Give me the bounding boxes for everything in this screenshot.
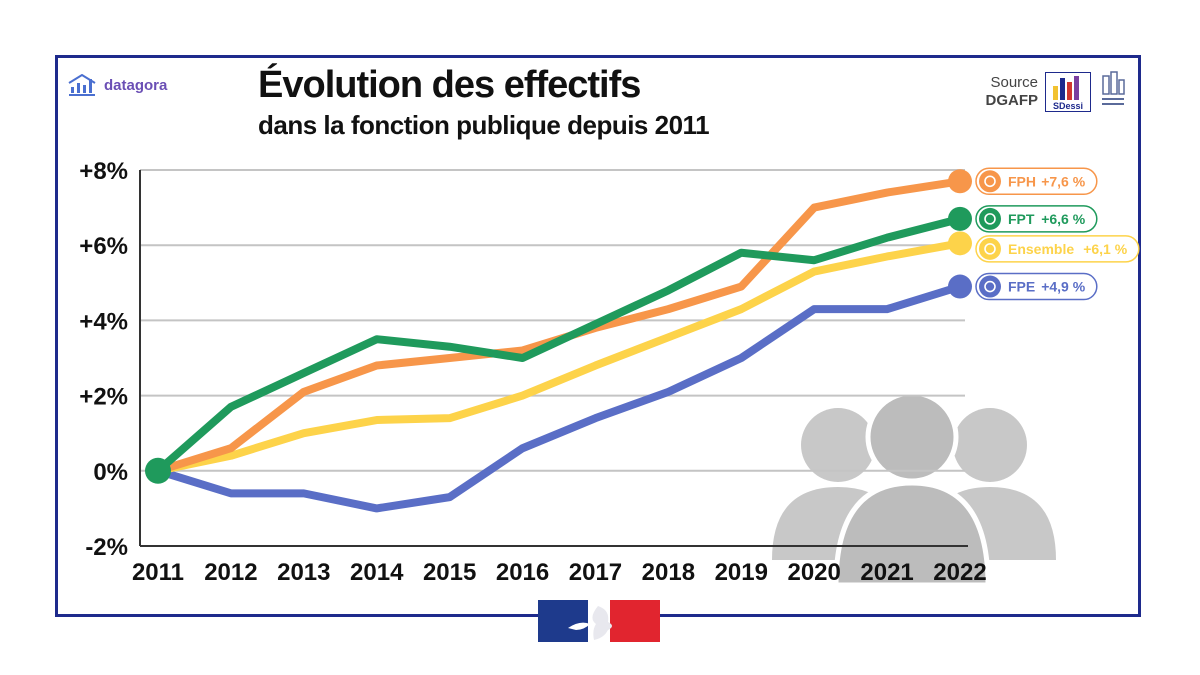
end-label-name: Ensemble	[1008, 241, 1074, 257]
institution-icon	[979, 275, 1001, 298]
sdessi-logo-text: SDessi	[1053, 101, 1083, 111]
france-map-icon-glyph	[984, 213, 996, 225]
bar-chart-icon	[68, 74, 96, 96]
end-label-value: +6,6 %	[1041, 211, 1086, 227]
people-icon	[772, 390, 1056, 588]
x-tick-label: 2020	[787, 559, 840, 586]
x-tick-label: 2012	[204, 559, 257, 586]
end-label-value: +7,6 %	[1041, 173, 1086, 189]
marianne-logo	[538, 600, 660, 642]
x-tick-label: 2014	[350, 559, 404, 586]
caduceus-icon-glyph	[984, 175, 996, 188]
origin-point	[145, 457, 171, 484]
x-tick-label: 2019	[715, 559, 768, 586]
caduceus-icon	[979, 170, 1001, 193]
y-tick-label: -2%	[85, 534, 128, 561]
x-tick-label: 2011	[132, 559, 184, 586]
series-end-point-fph	[948, 169, 972, 194]
briefcase-icon	[979, 237, 1001, 260]
end-label-value: +6,1 %	[1083, 241, 1128, 257]
end-label-name: FPH	[1008, 173, 1036, 189]
brand-name: datagora	[104, 76, 168, 94]
y-tick-label: +8%	[79, 158, 128, 185]
france-map-icon	[979, 207, 1001, 230]
page-subtitle: dans la fonction publique depuis 2011	[258, 110, 710, 140]
sdessi-logo: SDessi	[1045, 72, 1091, 112]
brand: datagora	[68, 74, 167, 96]
end-label-pill	[975, 167, 1098, 196]
source-label: Source	[990, 74, 1038, 91]
x-tick-label: 2013	[277, 559, 330, 586]
y-tick-label: +6%	[79, 233, 128, 260]
end-label-fpt: FPT +6,6 %	[975, 205, 1098, 233]
series-line-fpe	[154, 282, 964, 513]
series-end-point-fpt	[948, 206, 972, 231]
end-label-name: FPE	[1008, 279, 1035, 295]
series-end-point-fpe	[948, 274, 972, 299]
series-line-fpt	[154, 214, 964, 475]
y-tick-label: 0%	[93, 459, 128, 486]
page-title: Évolution des effectifs	[258, 64, 641, 106]
x-tick-label: 2016	[496, 559, 549, 586]
end-label-pill	[975, 205, 1098, 233]
series-end-point-ensemble	[948, 231, 972, 256]
x-tick-label: 2015	[423, 559, 476, 586]
x-tick-label: 2018	[642, 559, 695, 586]
end-label-pill	[975, 235, 1140, 263]
end-label-ensemble: Ensemble +6,1 %	[975, 235, 1140, 263]
x-tick-label: 2021	[860, 559, 913, 586]
end-label-fph: FPH +7,6 %	[975, 167, 1098, 196]
institution-icon-glyph	[984, 280, 996, 293]
series-line-ensemble	[154, 239, 964, 475]
y-tick-label: +2%	[79, 384, 128, 411]
x-tick-label: 2022	[933, 559, 986, 586]
y-tick-label: +4%	[79, 308, 128, 335]
end-label-name: FPT	[1008, 211, 1035, 227]
source-org: DGAFP	[985, 92, 1039, 109]
x-tick-label: 2017	[569, 559, 622, 586]
statistique-publique-logo	[1102, 71, 1125, 105]
briefcase-icon-glyph	[984, 243, 996, 255]
end-label-fpe: FPE +4,9 %	[975, 272, 1098, 301]
source: Source DGAFP	[964, 74, 1039, 110]
end-label-value: +4,9 %	[1041, 279, 1086, 295]
end-label-pill	[975, 272, 1098, 301]
